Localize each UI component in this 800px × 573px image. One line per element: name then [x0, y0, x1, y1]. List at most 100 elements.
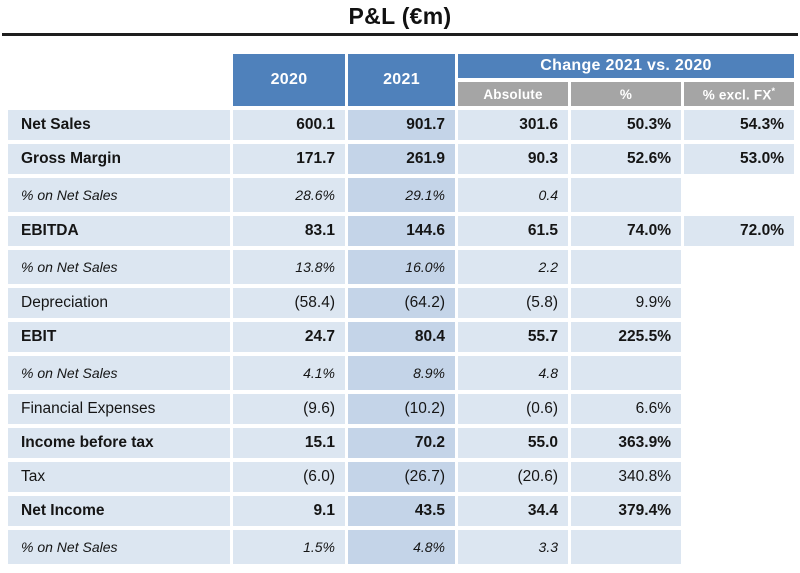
cell-absolute: 90.3 — [458, 144, 568, 174]
cell-pct-excl-fx — [684, 178, 794, 212]
cell-pct — [571, 250, 681, 284]
cell-pct: 9.9% — [571, 288, 681, 318]
row-label: EBITDA — [8, 216, 230, 246]
fx-footnote-asterisk: * — [771, 85, 776, 96]
cell-pct: 225.5% — [571, 322, 681, 352]
col-header-absolute: Absolute — [458, 82, 568, 106]
row-label: Gross Margin — [8, 144, 230, 174]
row-label: EBIT — [8, 322, 230, 352]
cell-pct-excl-fx — [684, 288, 794, 318]
cell-2021: 80.4 — [348, 322, 455, 352]
cell-absolute: (20.6) — [458, 462, 568, 492]
table-row: EBIT 24.7 80.4 55.7 225.5% — [8, 322, 794, 352]
table-row: % on Net Sales 28.6% 29.1% 0.4 — [8, 178, 794, 212]
table-row: Net Sales 600.1 901.7 301.6 50.3% 54.3% — [8, 110, 794, 140]
row-label: % on Net Sales — [8, 250, 230, 284]
cell-absolute: 61.5 — [458, 216, 568, 246]
cell-pct — [571, 178, 681, 212]
cell-pct: 50.3% — [571, 110, 681, 140]
cell-2021: 70.2 — [348, 428, 455, 458]
table-row: EBITDA 83.1 144.6 61.5 74.0% 72.0% — [8, 216, 794, 246]
cell-absolute: 2.2 — [458, 250, 568, 284]
row-label: % on Net Sales — [8, 356, 230, 390]
cell-pct: 340.8% — [571, 462, 681, 492]
cell-pct — [571, 530, 681, 564]
cell-2020: 15.1 — [233, 428, 345, 458]
row-label: Income before tax — [8, 428, 230, 458]
header-corner-spacer — [8, 54, 230, 106]
cell-2020: 83.1 — [233, 216, 345, 246]
cell-2020: 24.7 — [233, 322, 345, 352]
pl-table-body: Net Sales 600.1 901.7 301.6 50.3% 54.3% Gross … — [8, 110, 794, 564]
cell-pct: 74.0% — [571, 216, 681, 246]
row-label: Net Income — [8, 496, 230, 526]
cell-2021: 29.1% — [348, 178, 455, 212]
col-header-percent: % — [571, 82, 681, 106]
row-label: Depreciation — [8, 288, 230, 318]
cell-2020: (9.6) — [233, 394, 345, 424]
table-row: Depreciation (58.4) (64.2) (5.8) 9.9% — [8, 288, 794, 318]
cell-2021: (26.7) — [348, 462, 455, 492]
cell-pct-excl-fx — [684, 496, 794, 526]
col-header-change-group: Change 2021 vs. 2020 — [458, 54, 794, 78]
cell-2020: 9.1 — [233, 496, 345, 526]
row-label: Tax — [8, 462, 230, 492]
cell-2020: 600.1 — [233, 110, 345, 140]
table-row: Income before tax 15.1 70.2 55.0 363.9% — [8, 428, 794, 458]
cell-absolute: 34.4 — [458, 496, 568, 526]
cell-2020: 4.1% — [233, 356, 345, 390]
cell-pct-excl-fx: 72.0% — [684, 216, 794, 246]
pl-table: 2020 2021 Change 2021 vs. 2020 Absolute … — [5, 50, 797, 568]
col-header-percent-excl-fx: % excl. FX* — [684, 82, 794, 106]
cell-pct-excl-fx — [684, 250, 794, 284]
fx-header-text: % excl. FX — [702, 87, 772, 103]
table-row: % on Net Sales 1.5% 4.8% 3.3 — [8, 530, 794, 564]
pl-table-header: 2020 2021 Change 2021 vs. 2020 Absolute … — [8, 54, 794, 106]
cell-2020: (6.0) — [233, 462, 345, 492]
cell-pct-excl-fx — [684, 394, 794, 424]
cell-2021: 8.9% — [348, 356, 455, 390]
cell-2021: 16.0% — [348, 250, 455, 284]
cell-absolute: (0.6) — [458, 394, 568, 424]
cell-absolute: 4.8 — [458, 356, 568, 390]
cell-pct-excl-fx — [684, 322, 794, 352]
cell-2021: 144.6 — [348, 216, 455, 246]
cell-pct-excl-fx: 54.3% — [684, 110, 794, 140]
cell-pct-excl-fx: 53.0% — [684, 144, 794, 174]
table-row: Net Income 9.1 43.5 34.4 379.4% — [8, 496, 794, 526]
table-row: Gross Margin 171.7 261.9 90.3 52.6% 53.0% — [8, 144, 794, 174]
cell-2021: 4.8% — [348, 530, 455, 564]
table-row: % on Net Sales 4.1% 8.9% 4.8 — [8, 356, 794, 390]
cell-pct — [571, 356, 681, 390]
cell-2021: 901.7 — [348, 110, 455, 140]
cell-absolute: 55.7 — [458, 322, 568, 352]
table-row: % on Net Sales 13.8% 16.0% 2.2 — [8, 250, 794, 284]
row-label: Net Sales — [8, 110, 230, 140]
cell-2021: 261.9 — [348, 144, 455, 174]
table-row: Tax (6.0) (26.7) (20.6) 340.8% — [8, 462, 794, 492]
col-header-2020: 2020 — [233, 54, 345, 106]
cell-pct: 6.6% — [571, 394, 681, 424]
title-underline — [2, 33, 798, 36]
cell-absolute: 301.6 — [458, 110, 568, 140]
table-row: Financial Expenses (9.6) (10.2) (0.6) 6.6% — [8, 394, 794, 424]
cell-2021: (64.2) — [348, 288, 455, 318]
cell-pct-excl-fx — [684, 462, 794, 492]
cell-2020: 171.7 — [233, 144, 345, 174]
cell-2020: 28.6% — [233, 178, 345, 212]
cell-absolute: (5.8) — [458, 288, 568, 318]
row-label: % on Net Sales — [8, 178, 230, 212]
col-header-2021: 2021 — [348, 54, 455, 106]
cell-pct-excl-fx — [684, 356, 794, 390]
cell-pct-excl-fx — [684, 530, 794, 564]
cell-2020: 1.5% — [233, 530, 345, 564]
header-row-groups: 2020 2021 Change 2021 vs. 2020 — [8, 54, 794, 106]
cell-pct-excl-fx — [684, 428, 794, 458]
row-label: % on Net Sales — [8, 530, 230, 564]
row-label: Financial Expenses — [8, 394, 230, 424]
cell-pct: 52.6% — [571, 144, 681, 174]
header-row-subcolumns: Absolute % % excl. FX* — [8, 82, 794, 106]
cell-2021: 43.5 — [348, 496, 455, 526]
cell-pct: 363.9% — [571, 428, 681, 458]
